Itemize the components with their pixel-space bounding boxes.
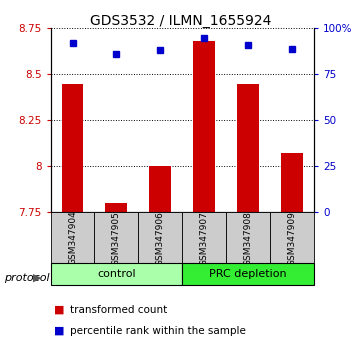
Bar: [226, 212, 270, 264]
Bar: [51, 263, 182, 285]
Text: GSM347908: GSM347908: [244, 211, 253, 266]
Text: control: control: [97, 269, 136, 279]
Bar: [281, 154, 303, 212]
Bar: [270, 212, 314, 264]
Bar: [105, 203, 127, 212]
Text: GSM347905: GSM347905: [112, 211, 121, 266]
Text: protocol: protocol: [4, 273, 49, 283]
Text: PRC depletion: PRC depletion: [209, 269, 287, 279]
Bar: [182, 263, 314, 285]
Text: GSM347909: GSM347909: [288, 211, 297, 266]
Bar: [51, 212, 95, 264]
Text: GSM347904: GSM347904: [68, 211, 77, 266]
Bar: [149, 166, 171, 212]
Text: GSM347906: GSM347906: [156, 211, 165, 266]
Bar: [138, 212, 182, 264]
Bar: [61, 84, 83, 212]
Bar: [182, 212, 226, 264]
Text: GDS3532 / ILMN_1655924: GDS3532 / ILMN_1655924: [90, 14, 271, 28]
Bar: [237, 84, 259, 212]
Bar: [95, 212, 138, 264]
Text: ■: ■: [54, 326, 65, 336]
Text: ▶: ▶: [33, 273, 42, 283]
Text: percentile rank within the sample: percentile rank within the sample: [70, 326, 246, 336]
Bar: [193, 41, 215, 212]
Text: GSM347907: GSM347907: [200, 211, 209, 266]
Text: transformed count: transformed count: [70, 305, 168, 315]
Text: ■: ■: [54, 305, 65, 315]
